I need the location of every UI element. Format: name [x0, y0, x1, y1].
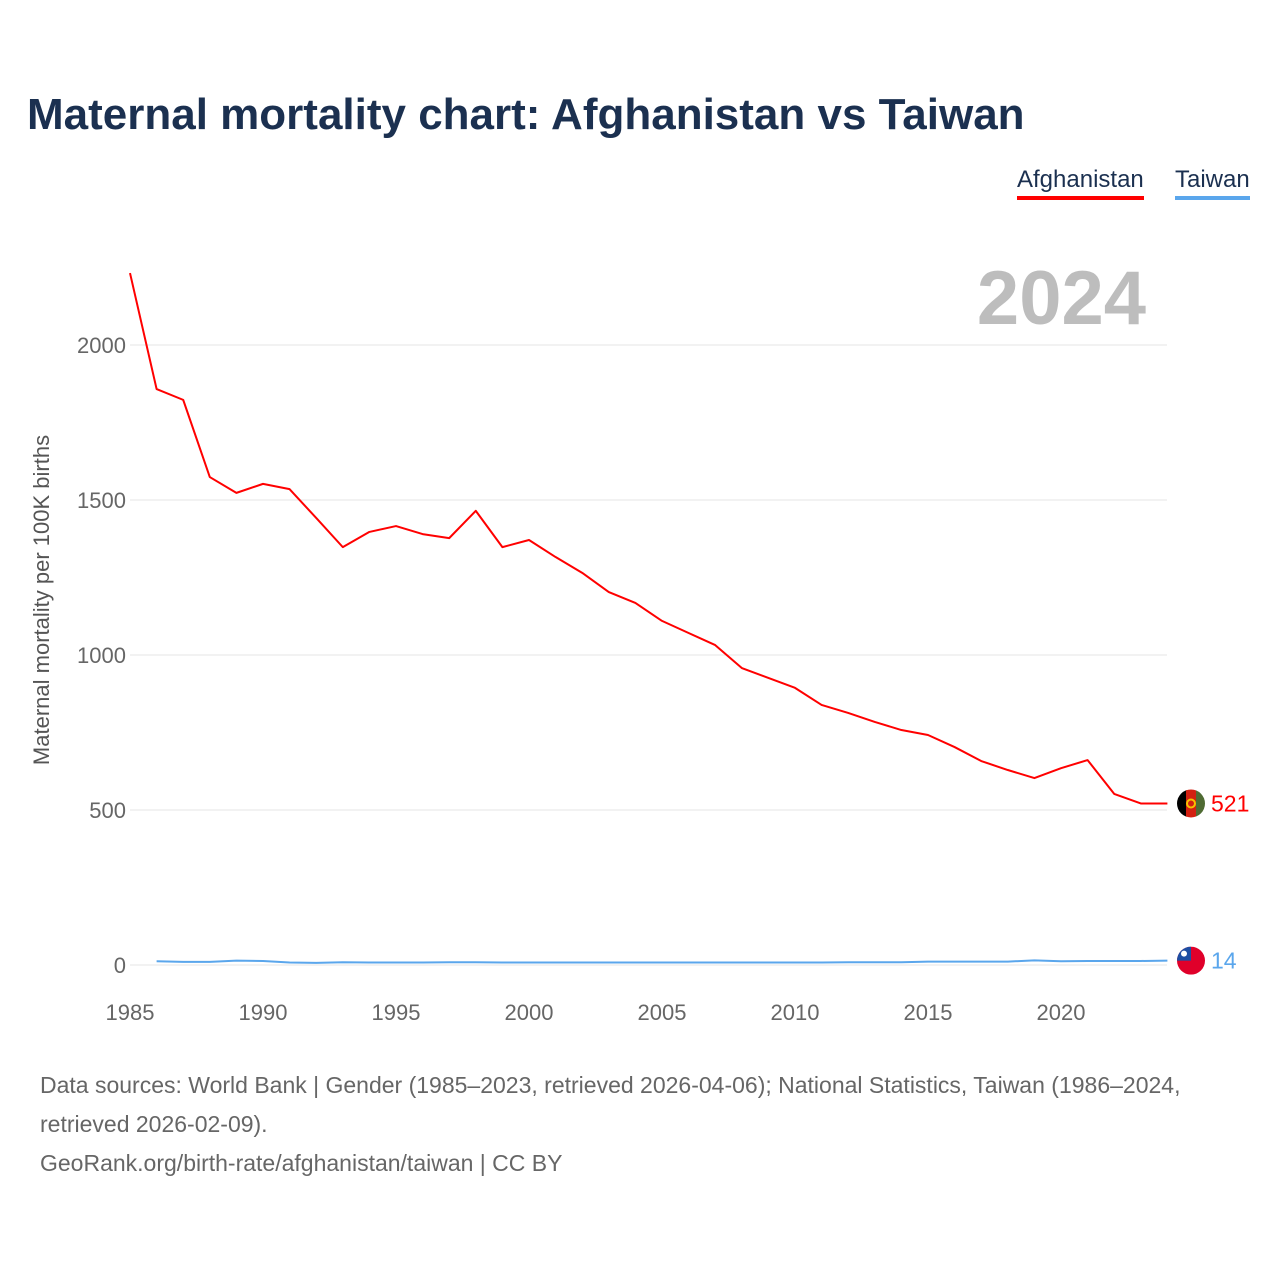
- taiwan-flag-icon: [1177, 946, 1205, 975]
- x-tick-label: 2015: [904, 1000, 953, 1025]
- current-year-label: 2024: [976, 256, 1146, 341]
- end-value-label: 14: [1211, 948, 1237, 974]
- y-tick-label: 500: [89, 798, 126, 823]
- y-tick-label: 1500: [77, 488, 126, 513]
- y-tick-label: 1000: [77, 643, 126, 668]
- y-tick-label: 0: [114, 953, 126, 978]
- series-line-afghanistan: [129, 272, 1168, 805]
- afghanistan-flag-icon: [1177, 789, 1205, 818]
- credit-link[interactable]: GeoRank.org/birth-rate/afghanistan/taiwa…: [40, 1150, 563, 1176]
- legend-afghanistan[interactable]: Afghanistan: [1017, 166, 1144, 200]
- footer: Data sources: World Bank | Gender (1985–…: [40, 1066, 1240, 1183]
- y-tick-label: 2000: [77, 333, 126, 358]
- end-value-label: 521: [1211, 790, 1249, 816]
- x-tick-label: 2010: [771, 1000, 820, 1025]
- x-tick-label: 1995: [372, 1000, 421, 1025]
- x-tick-label: 2000: [505, 1000, 554, 1025]
- x-tick-label: 2005: [638, 1000, 687, 1025]
- series-line-taiwan: [156, 959, 1168, 964]
- data-sources: Data sources: World Bank | Gender (1985–…: [40, 1072, 1181, 1137]
- chart-title: Maternal mortality chart: Afghanistan vs…: [27, 90, 1025, 139]
- x-tick-label: 1985: [106, 1000, 155, 1025]
- x-tick-label: 1990: [239, 1000, 288, 1025]
- legend-taiwan[interactable]: Taiwan: [1175, 166, 1250, 200]
- x-tick-label: 2020: [1037, 1000, 1086, 1025]
